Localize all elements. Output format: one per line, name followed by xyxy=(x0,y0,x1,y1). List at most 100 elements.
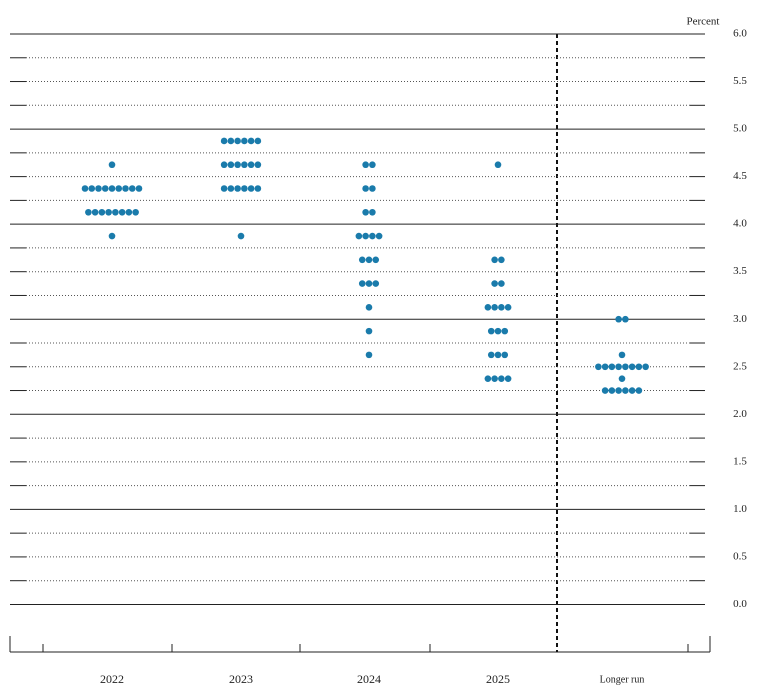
dot xyxy=(494,327,502,335)
dot xyxy=(135,185,143,192)
y-tick-label: 4.0 xyxy=(733,218,747,230)
dot xyxy=(595,363,602,371)
dot xyxy=(362,185,369,192)
dot xyxy=(498,375,505,382)
x-tick-label: 2023 xyxy=(229,672,253,686)
dot xyxy=(241,185,248,192)
dot xyxy=(487,327,495,335)
dot xyxy=(234,137,241,145)
dot xyxy=(247,185,255,192)
dot xyxy=(115,185,123,192)
y-tick-label: 3.0 xyxy=(733,313,747,325)
dot xyxy=(91,208,99,216)
y-axis-label: Percent xyxy=(687,16,720,28)
y-tick-label: 1.5 xyxy=(733,455,747,467)
dot xyxy=(85,208,92,216)
dot xyxy=(234,185,241,192)
dot xyxy=(122,185,129,192)
dot xyxy=(358,256,366,264)
dot xyxy=(362,161,369,169)
dot xyxy=(484,375,492,382)
dot xyxy=(365,351,373,359)
dot xyxy=(125,208,133,216)
dot xyxy=(622,387,629,394)
dot xyxy=(504,304,512,311)
dot xyxy=(498,280,505,287)
dot xyxy=(247,137,255,145)
dot xyxy=(491,280,498,287)
dot xyxy=(98,208,106,216)
dot xyxy=(608,363,616,371)
dot xyxy=(365,327,373,335)
dot xyxy=(504,375,512,382)
dot xyxy=(642,363,649,371)
dot xyxy=(608,387,616,394)
y-tick-label: 1.0 xyxy=(733,503,747,515)
y-tick-label: 6.0 xyxy=(733,28,747,40)
dot xyxy=(220,185,228,192)
dot xyxy=(635,387,643,394)
dot xyxy=(622,363,629,371)
dot xyxy=(128,185,136,192)
dot xyxy=(498,256,505,264)
dot xyxy=(615,363,622,371)
dot xyxy=(362,208,369,216)
dot xyxy=(95,185,102,192)
dot xyxy=(220,137,228,145)
y-tick-label: 4.5 xyxy=(733,170,747,182)
dot xyxy=(81,185,89,192)
dot xyxy=(237,232,245,240)
dot xyxy=(369,161,376,169)
dot xyxy=(108,161,116,169)
y-tick-label: 5.0 xyxy=(733,123,747,135)
dot xyxy=(355,232,363,240)
dot xyxy=(491,375,498,382)
dot xyxy=(227,161,235,169)
dot xyxy=(241,137,248,145)
dot xyxy=(358,280,366,287)
dot xyxy=(501,351,509,359)
dot xyxy=(118,208,126,216)
y-tick-label: 3.5 xyxy=(733,265,747,277)
dot xyxy=(498,304,505,311)
dot xyxy=(101,185,109,192)
dot xyxy=(254,137,262,145)
dot xyxy=(254,185,262,192)
dot xyxy=(628,387,636,394)
dot xyxy=(220,161,228,169)
dot xyxy=(105,208,112,216)
dot xyxy=(601,387,609,394)
dot xyxy=(365,256,373,264)
dot xyxy=(491,304,498,311)
dot xyxy=(487,351,495,359)
dot xyxy=(227,137,235,145)
dot xyxy=(108,185,116,192)
dot xyxy=(254,161,262,169)
dot xyxy=(112,208,119,216)
dot xyxy=(635,363,643,371)
x-tick-label: 2022 xyxy=(100,672,124,686)
dot xyxy=(491,256,498,264)
dot xyxy=(369,185,376,192)
x-axis-ticks xyxy=(9,636,711,652)
x-tick-label: 2024 xyxy=(357,672,381,686)
y-tick-label: 5.5 xyxy=(733,75,747,87)
dot xyxy=(365,304,373,311)
x-tick-label: Longer run xyxy=(600,674,645,685)
dot xyxy=(494,351,502,359)
dot xyxy=(628,363,636,371)
dot xyxy=(615,315,622,323)
dot xyxy=(88,185,96,192)
dot xyxy=(501,327,509,335)
y-tick-label: 0.0 xyxy=(733,598,747,610)
dot xyxy=(615,387,622,394)
x-tick-label: 2025 xyxy=(486,672,510,686)
dot xyxy=(375,232,383,240)
dot xyxy=(372,280,380,287)
y-tick-label: 0.5 xyxy=(733,550,747,562)
y-tick-label: 2.5 xyxy=(733,360,747,372)
dot xyxy=(369,208,376,216)
dot xyxy=(362,232,369,240)
dot xyxy=(132,208,139,216)
